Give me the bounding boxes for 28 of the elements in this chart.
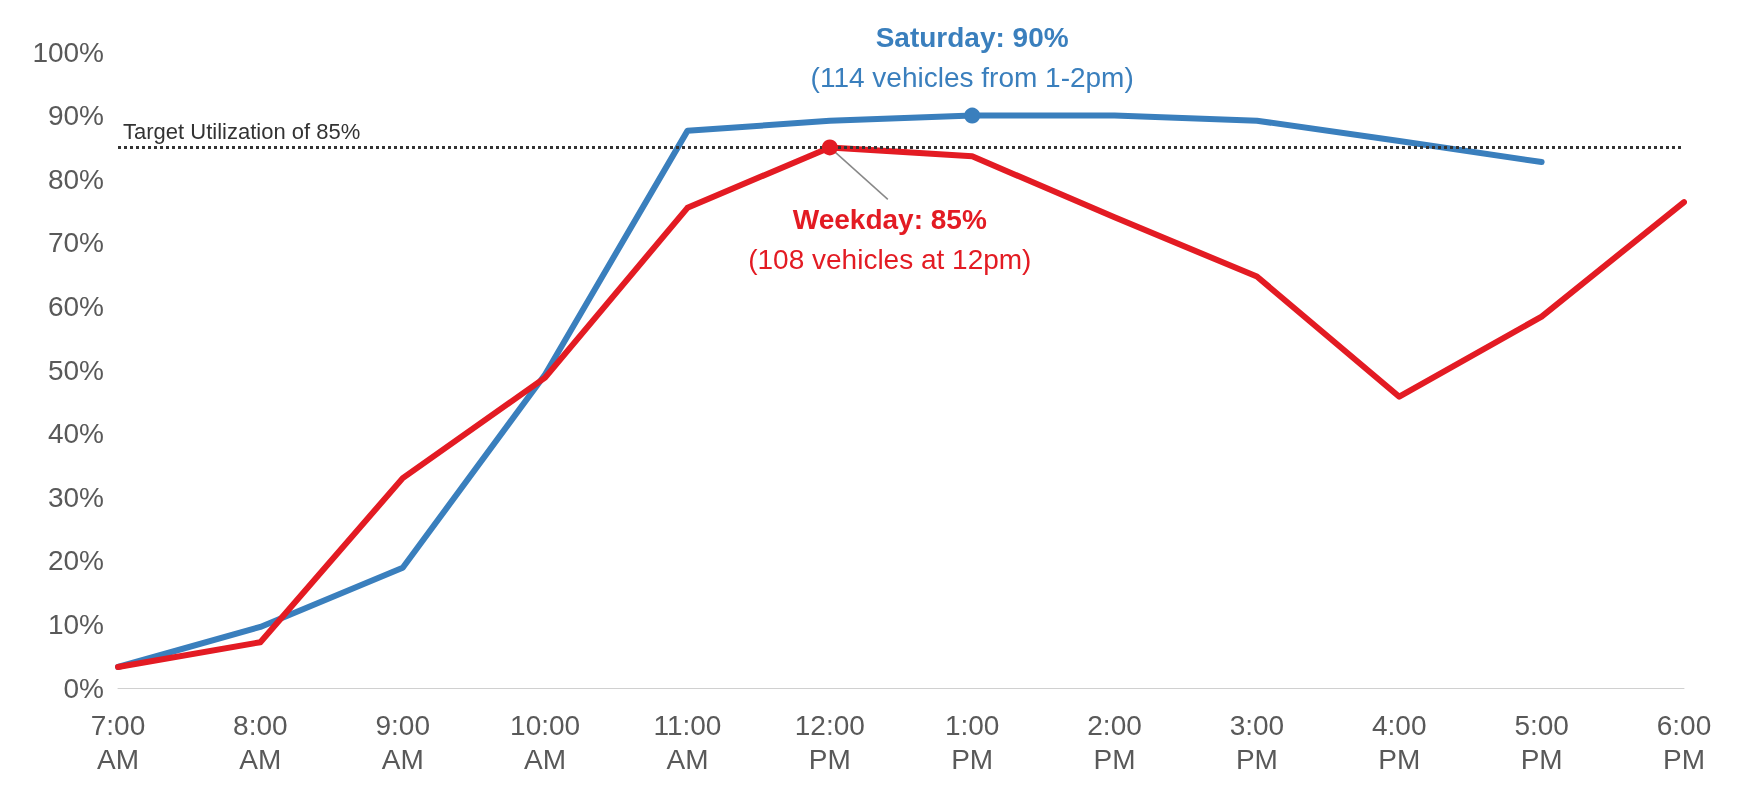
y-tick-label: 20%	[47, 545, 104, 577]
y-tick-label: 90%	[47, 100, 104, 132]
x-tick-label: 2:00 PM	[1087, 709, 1142, 775]
x-tick-label: 6:00 PM	[1656, 709, 1712, 775]
y-tick-label: 100%	[32, 36, 104, 68]
ref-line-label: Target Utilization of 85%	[123, 118, 361, 144]
annotation: (108 vehicles at 12pm)	[748, 243, 1032, 275]
y-tick-label: 80%	[47, 163, 104, 195]
x-tick-label: 11:00 AM	[653, 709, 722, 775]
x-tick-label: 12:00 PM	[794, 709, 865, 775]
x-tick-label: 8:00 AM	[233, 709, 288, 775]
x-tick-label: 4:00 PM	[1372, 709, 1427, 775]
x-tick-label: 9:00 AM	[375, 709, 430, 775]
y-tick-label: 30%	[47, 481, 104, 513]
y-tick-label: 10%	[47, 608, 104, 640]
y-tick-label: 50%	[47, 354, 104, 386]
y-tick-label: 40%	[47, 418, 104, 450]
x-tick-label: 3:00 PM	[1229, 709, 1285, 775]
annotation: (114 vehicles from 1-2pm)	[810, 62, 1134, 94]
x-tick-label: 7:00 AM	[90, 709, 146, 775]
y-tick-label: 0%	[63, 672, 104, 704]
y-tick-label: 70%	[47, 227, 104, 259]
annotation: Saturday: 90%	[875, 22, 1069, 54]
annotation: Weekday: 85%	[792, 203, 987, 235]
x-tick-label: 5:00 PM	[1514, 709, 1569, 775]
x-tick-label: 1:00 PM	[944, 709, 1000, 775]
y-tick-label: 60%	[47, 290, 104, 322]
x-tick-label: 10:00 AM	[510, 709, 581, 775]
